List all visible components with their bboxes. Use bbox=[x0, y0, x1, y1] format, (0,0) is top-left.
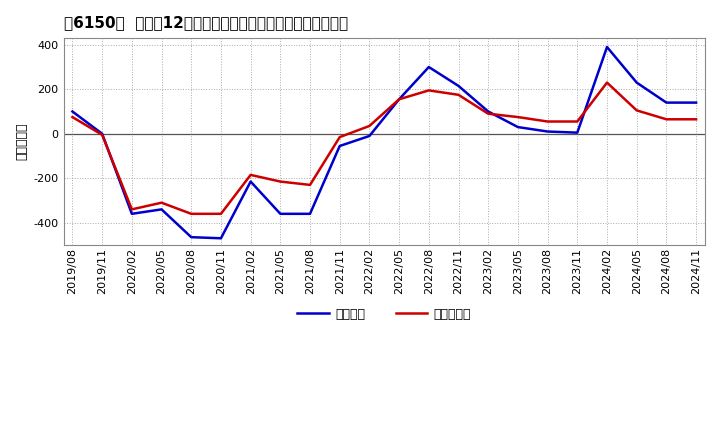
経常利益 bbox=[336, 143, 344, 149]
経常利益 bbox=[157, 207, 166, 212]
当期純利益 bbox=[395, 97, 403, 102]
経常利益 bbox=[692, 100, 701, 105]
Text: ［6150］  利益の12か月移動合計の対前年同期増減額の推移: ［6150］ 利益の12か月移動合計の対前年同期増減額の推移 bbox=[63, 15, 348, 30]
経常利益 bbox=[217, 236, 225, 241]
経常利益 bbox=[573, 130, 582, 135]
経常利益 bbox=[425, 64, 433, 70]
経常利益 bbox=[276, 211, 284, 216]
経常利益 bbox=[395, 97, 403, 102]
Line: 当期純利益: 当期純利益 bbox=[73, 83, 696, 214]
経常利益 bbox=[603, 44, 611, 50]
当期純利益 bbox=[68, 114, 77, 120]
経常利益 bbox=[246, 179, 255, 184]
経常利益 bbox=[187, 235, 196, 240]
経常利益 bbox=[662, 100, 671, 105]
当期純利益 bbox=[365, 123, 374, 128]
当期純利益 bbox=[513, 114, 522, 120]
経常利益 bbox=[98, 131, 107, 136]
当期純利益 bbox=[662, 117, 671, 122]
経常利益 bbox=[513, 125, 522, 130]
経常利益 bbox=[306, 211, 315, 216]
当期純利益 bbox=[484, 111, 492, 116]
当期純利益 bbox=[187, 211, 196, 216]
当期純利益 bbox=[157, 200, 166, 205]
当期純利益 bbox=[127, 207, 136, 212]
当期純利益 bbox=[306, 182, 315, 187]
経常利益 bbox=[127, 211, 136, 216]
経常利益 bbox=[484, 109, 492, 114]
当期純利益 bbox=[217, 211, 225, 216]
当期純利益 bbox=[98, 132, 107, 138]
当期純利益 bbox=[276, 179, 284, 184]
当期純利益 bbox=[632, 108, 641, 113]
当期純利益 bbox=[544, 119, 552, 124]
Y-axis label: （百万円）: （百万円） bbox=[15, 123, 28, 160]
経常利益 bbox=[68, 109, 77, 114]
経常利益 bbox=[544, 129, 552, 134]
経常利益 bbox=[454, 83, 463, 88]
当期純利益 bbox=[692, 117, 701, 122]
当期純利益 bbox=[454, 92, 463, 98]
当期純利益 bbox=[425, 88, 433, 93]
当期純利益 bbox=[246, 172, 255, 177]
Line: 経常利益: 経常利益 bbox=[73, 47, 696, 238]
当期純利益 bbox=[336, 135, 344, 140]
当期純利益 bbox=[573, 119, 582, 124]
当期純利益 bbox=[603, 80, 611, 85]
経常利益 bbox=[632, 80, 641, 85]
経常利益 bbox=[365, 133, 374, 139]
Legend: 経常利益, 当期純利益: 経常利益, 当期純利益 bbox=[292, 303, 476, 326]
